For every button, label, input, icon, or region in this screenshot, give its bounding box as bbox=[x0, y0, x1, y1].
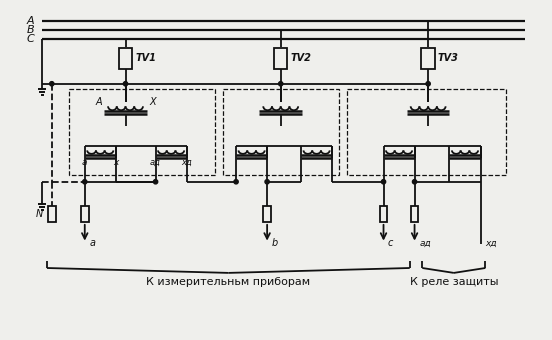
Bar bbox=[48, 206, 56, 222]
Bar bbox=[411, 206, 418, 222]
Text: TV3: TV3 bbox=[438, 53, 459, 63]
Text: a: a bbox=[89, 238, 95, 249]
Text: c: c bbox=[388, 238, 393, 249]
Text: aд: aд bbox=[150, 158, 161, 167]
Text: x: x bbox=[113, 158, 119, 167]
Bar bbox=[347, 89, 506, 175]
Circle shape bbox=[153, 180, 158, 184]
Text: TV2: TV2 bbox=[290, 53, 311, 63]
Circle shape bbox=[50, 82, 54, 86]
Circle shape bbox=[381, 180, 386, 184]
Text: xд: xд bbox=[485, 239, 497, 248]
Text: N: N bbox=[36, 209, 43, 219]
Text: A: A bbox=[26, 16, 34, 26]
Text: X: X bbox=[150, 97, 156, 107]
Text: К реле защиты: К реле защиты bbox=[410, 277, 498, 287]
Text: C: C bbox=[26, 34, 34, 44]
Text: К измерительньм приборам: К измерительньм приборам bbox=[146, 277, 310, 287]
Circle shape bbox=[426, 82, 430, 86]
Text: B: B bbox=[26, 25, 34, 35]
Bar bbox=[274, 48, 288, 69]
Circle shape bbox=[412, 180, 417, 184]
Circle shape bbox=[265, 180, 269, 184]
Text: aд: aд bbox=[420, 239, 431, 248]
Circle shape bbox=[234, 180, 238, 184]
Bar bbox=[380, 206, 388, 222]
Text: A: A bbox=[95, 97, 102, 107]
Bar bbox=[119, 48, 132, 69]
Text: b: b bbox=[272, 238, 278, 249]
Text: xд: xд bbox=[181, 158, 192, 167]
Bar bbox=[421, 48, 435, 69]
Text: a: a bbox=[82, 158, 88, 167]
Text: TV1: TV1 bbox=[135, 53, 156, 63]
Bar bbox=[69, 89, 215, 175]
Circle shape bbox=[83, 180, 87, 184]
Bar bbox=[263, 206, 271, 222]
Bar bbox=[222, 89, 339, 175]
Bar bbox=[81, 206, 89, 222]
Circle shape bbox=[279, 82, 283, 86]
Circle shape bbox=[123, 82, 128, 86]
